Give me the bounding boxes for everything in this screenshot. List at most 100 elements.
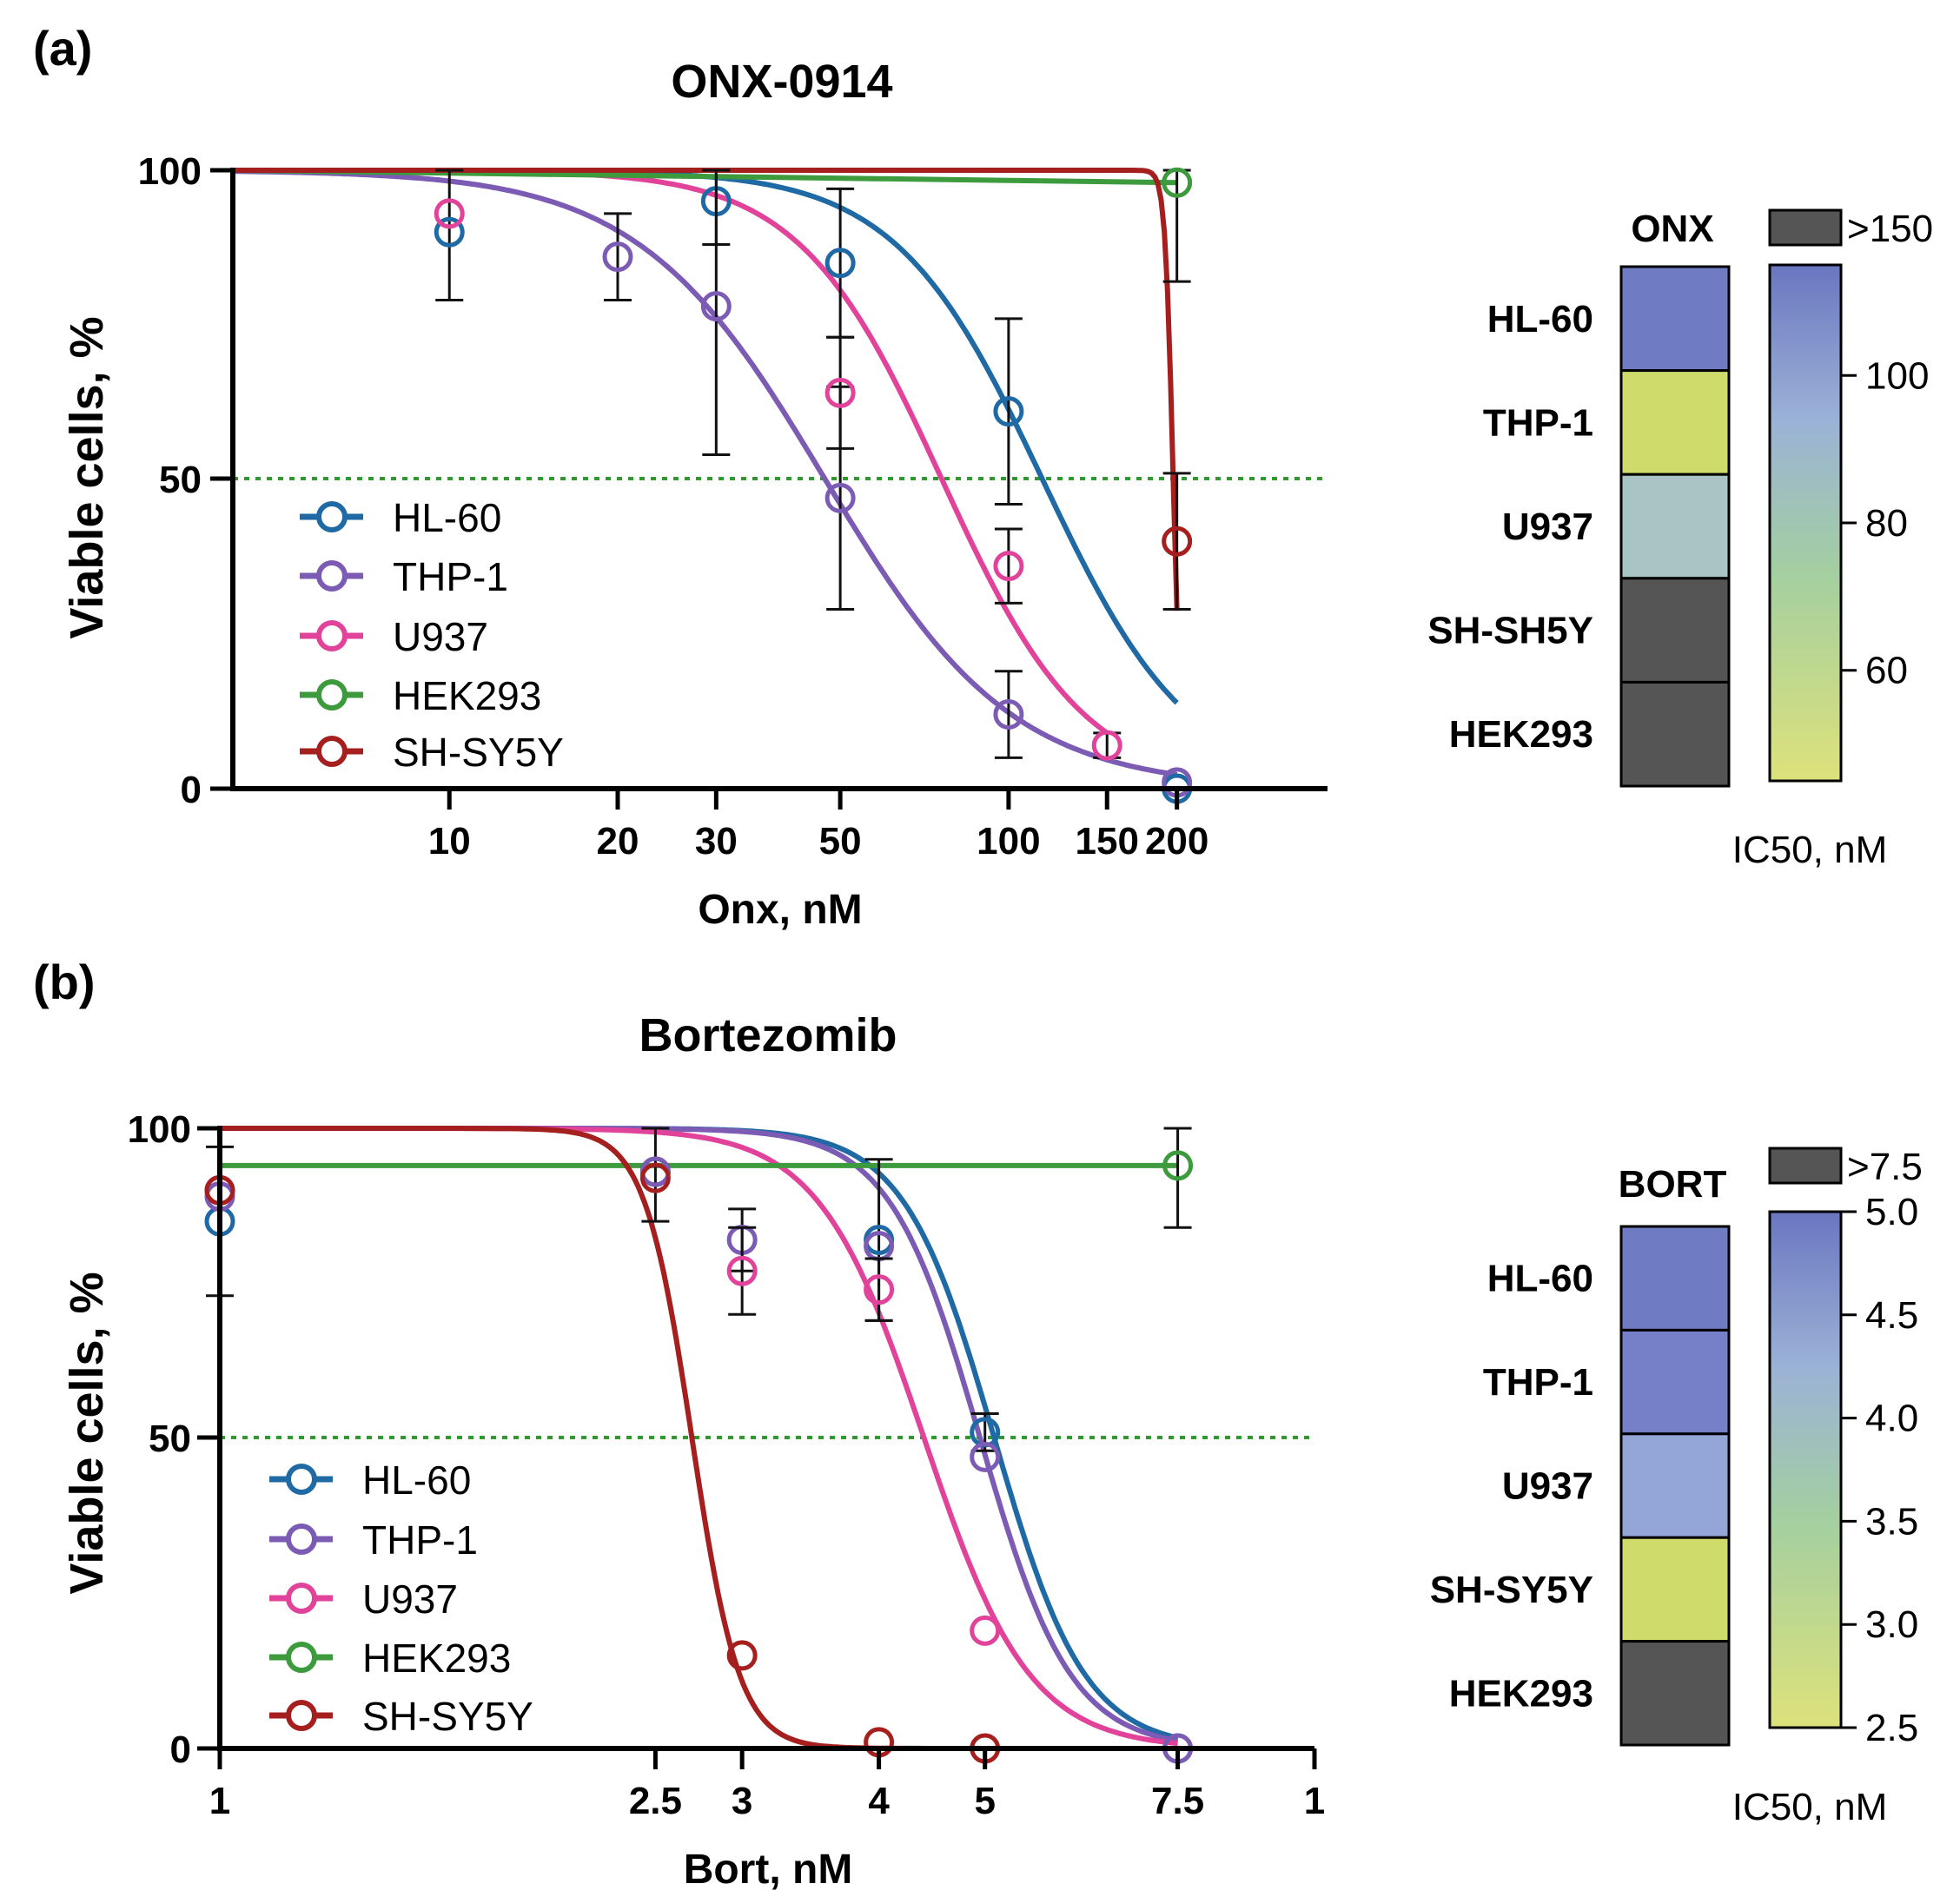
chart-a-legend: HL-60 THP-1 U937 HEK293 SH-SY5Y — [300, 495, 564, 775]
heatmap-a-cell-thp1 — [1619, 369, 1731, 476]
chart-a-point-u937-2 — [993, 551, 1024, 582]
heatmap-b-cell-hl60 — [1619, 1225, 1731, 1332]
heatmap-a-legend-box-label: >150 — [1847, 208, 1933, 250]
chart-b-xtick-label-1: 2.5 — [629, 1780, 682, 1822]
heatmap-b-colorbar-ticks: 5.0 4.5 4.0 3.5 3.0 2.5 — [1841, 1191, 1918, 1749]
heatmap-b-header: BORT — [1619, 1163, 1727, 1206]
heatmap-b-cell-u937 — [1619, 1432, 1731, 1539]
heatmap-b-scale-label-5: 2.5 — [1865, 1707, 1918, 1749]
heatmap-b-cell-shsy5y — [1619, 1536, 1731, 1643]
chart-b-axes: 100 50 0 — [128, 1108, 1314, 1771]
chart-a-point-u937-1 — [824, 377, 856, 408]
chart-b-plot — [204, 1126, 1194, 1764]
heatmap-a-cell-shsh5y — [1619, 577, 1731, 684]
chart-a-xtick-label-1: 20 — [597, 820, 639, 863]
legend-b-hl60-label: HL-60 — [362, 1457, 471, 1503]
chart-b-errorbar-u937-1 — [728, 1226, 757, 1316]
heatmap-b-scale-label-0: 5.0 — [1865, 1191, 1918, 1233]
chart-a-ytick-label-100: 100 — [138, 150, 202, 193]
chart-a-axes: 100 50 0 — [138, 150, 1328, 811]
heatmap-b-scale-label-1: 4.5 — [1865, 1294, 1918, 1337]
chart-b-point-shsy5y-1 — [639, 1162, 671, 1193]
chart-a-xlabel: Onx, nM — [698, 887, 862, 933]
heatmap-a-scale-label-1: 80 — [1865, 502, 1908, 545]
heatmap-b-cell-hek293 — [1619, 1640, 1731, 1747]
legend-b-u937-label: U937 — [362, 1576, 458, 1622]
heatmap-b-colorbar — [1768, 1210, 1843, 1729]
heatmap-a-axis-label: IC50, nM — [1732, 829, 1888, 871]
legend-b-thp1-marker — [286, 1524, 317, 1555]
heatmap-a-row-label-thp1: THP-1 — [1483, 401, 1593, 444]
heatmap-a-scale-label-2: 60 — [1865, 650, 1908, 692]
chart-a-xtick-label-2: 30 — [695, 820, 738, 863]
chart-a-curve-u937 — [233, 168, 1109, 736]
chart-a-point-thp1-1 — [700, 291, 732, 322]
heatmap-b-row-label-shsy5y: SH-SY5Y — [1430, 1569, 1593, 1611]
chart-a-xtick-label-0: 10 — [428, 820, 471, 863]
legend-b-hl60: HL-60 — [269, 1457, 471, 1503]
legend-b-u937: U937 — [269, 1576, 458, 1622]
chart-a-ytick-label-50: 50 — [159, 459, 202, 501]
heatmap-a-legend-box — [1768, 208, 1843, 247]
chart-b-point-shsy5y-2 — [726, 1640, 758, 1671]
chart-a-errorbar-hl60-0 — [435, 169, 464, 302]
heatmap-a-cells: HL-60 THP-1 U937 SH-SH5Y HEK293 — [1427, 265, 1731, 788]
heatmap-a-row-label-u937: U937 — [1502, 506, 1593, 548]
heatmap-a-cell-hek293 — [1619, 680, 1731, 788]
legend-a-hek293-marker — [316, 679, 348, 711]
chart-b-xlabel: Bort, nM — [684, 1847, 853, 1893]
chart-a-xtick-label-5: 150 — [1076, 820, 1139, 863]
heatmap-b-cells: HL-60 THP-1 U937 SH-SY5Y HEK293 — [1430, 1225, 1731, 1747]
heatmap-a-row-label-hek293: HEK293 — [1449, 713, 1593, 756]
chart-a-point-hek293-0 — [1162, 167, 1193, 198]
heatmap-b-scale-label-2: 4.0 — [1865, 1398, 1918, 1440]
heatmap-b-row-label-hek293: HEK293 — [1449, 1672, 1593, 1715]
heatmap-b-legend-box — [1768, 1147, 1843, 1185]
chart-a-errorbar-u937-1 — [826, 335, 855, 450]
heatmap-a-colorbar — [1768, 263, 1843, 783]
ic50-heatmap-a: ONX >150 HL-60 THP-1 U937 SH-SH5Y HEK293 100… — [1427, 208, 1933, 871]
panel-b-label: (b) — [33, 955, 96, 1009]
chart-a-errorbar-thp1-0 — [603, 212, 632, 302]
chart-a-errorbar-u937-2 — [994, 527, 1023, 605]
chart-b-ytick-label-100: 100 — [128, 1108, 191, 1151]
legend-a-hl60-label: HL-60 — [393, 495, 501, 540]
chart-b-point-thp1-4 — [970, 1441, 1001, 1472]
legend-a-shsy5y-marker — [316, 736, 348, 767]
legend-b-hl60-marker — [286, 1464, 317, 1495]
ic50-heatmap-b: BORT >7.5 HL-60 THP-1 U937 SH-SY5Y HEK293 5.… — [1430, 1146, 1923, 1828]
chart-b-xtick-label-5: 7.5 — [1151, 1780, 1204, 1822]
heatmap-b-cell-thp1 — [1619, 1328, 1731, 1436]
chart-b-xtick-label-4: 5 — [974, 1780, 995, 1822]
chart-a-errorbar-hl60-3 — [994, 317, 1023, 506]
chart-b-legend: HL-60 THP-1 U937 HEK293 SH-SY5Y — [269, 1457, 533, 1739]
chart-a-xtick-label-4: 100 — [977, 820, 1040, 863]
heatmap-a-cell-u937 — [1619, 473, 1731, 580]
chart-a-point-thp1-3 — [993, 699, 1024, 730]
panel-a-label: (a) — [33, 21, 92, 76]
chart-a-curve-shsy5y — [233, 168, 1180, 611]
chart-b-ytick-label-50: 50 — [149, 1418, 191, 1460]
heatmap-b-scale-label-4: 3.0 — [1865, 1603, 1918, 1646]
panel-a: (a) ONX-0914 Viable cells, % Onx, nM 100… — [33, 21, 1933, 933]
legend-b-shsy5y-marker — [286, 1700, 317, 1731]
chart-a-point-hl60-0 — [434, 216, 465, 248]
legend-b-hek293-label: HEK293 — [362, 1636, 511, 1681]
chart-a-errorbar-thp1-3 — [994, 670, 1023, 759]
chart-a-xtick-label-6: 200 — [1145, 820, 1208, 863]
chart-b-point-u937-3 — [970, 1615, 1001, 1646]
legend-b-shsy5y-label: SH-SY5Y — [362, 1694, 533, 1739]
chart-a-curve-thp1 — [233, 169, 1178, 777]
legend-a-shsy5y-label: SH-SY5Y — [393, 730, 564, 775]
heatmap-b-legend-box-label: >7.5 — [1847, 1146, 1923, 1188]
chart-a-xtick-label-3: 50 — [819, 820, 862, 863]
legend-a-hek293-label: HEK293 — [393, 673, 541, 718]
chart-b-point-u937-1 — [726, 1255, 758, 1286]
chart-a-curve-hl60 — [233, 168, 1179, 705]
heatmap-a-cell-hl60 — [1619, 265, 1731, 373]
heatmap-a-header: ONX — [1631, 208, 1713, 250]
legend-b-thp1-label: THP-1 — [362, 1517, 478, 1563]
legend-b-hek293: HEK293 — [269, 1636, 511, 1681]
chart-a-errorbar-thp1-1 — [702, 169, 731, 457]
chart-b-ytick-label-0: 0 — [170, 1728, 191, 1771]
